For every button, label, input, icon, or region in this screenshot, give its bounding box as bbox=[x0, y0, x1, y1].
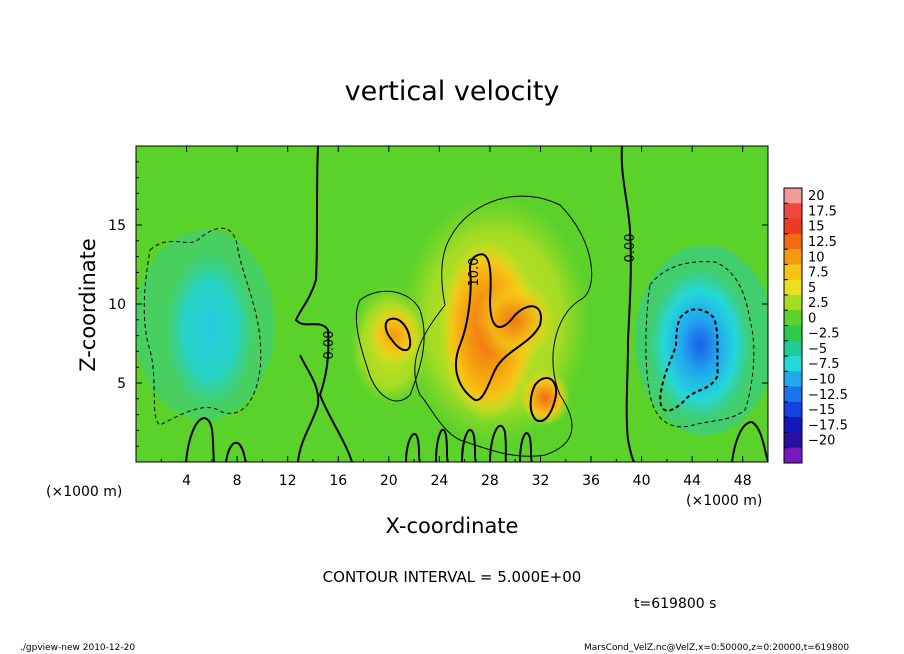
colorbar: 2017.51512.5107.552.50−2.5−5−7.5−10−12.5… bbox=[783, 187, 848, 464]
x-tick-label: 12 bbox=[279, 473, 297, 489]
left-downdraft-contour bbox=[143, 227, 262, 426]
colorbar-swatch bbox=[784, 356, 802, 372]
x-tick-label: 20 bbox=[380, 473, 398, 489]
contour-label-10: 10.0 bbox=[467, 258, 482, 287]
contour-interval-note: CONTOUR INTERVAL = 5.000E+00 bbox=[322, 568, 582, 586]
colorbar-label: 17.5 bbox=[808, 204, 837, 219]
colorbar-label: −2.5 bbox=[808, 327, 840, 342]
colorbar-swatch bbox=[784, 340, 802, 357]
colorbar-swatch bbox=[784, 218, 802, 235]
contour-labels: 10.0 0.00 0.00 bbox=[322, 234, 638, 360]
y-axis-label: Z-coordinate bbox=[76, 238, 100, 372]
y-tick-label: 5 bbox=[117, 376, 126, 392]
x-tick-label: 4 bbox=[182, 473, 191, 489]
colorbar-swatch bbox=[784, 188, 802, 204]
contour-lines bbox=[143, 146, 768, 462]
colorbar-label: −15 bbox=[808, 403, 835, 418]
time-note: t=619800 s bbox=[634, 596, 717, 612]
colorbar-label: −17.5 bbox=[808, 418, 848, 433]
right-downdraft-inner-contour bbox=[658, 308, 720, 412]
colorbar-swatch bbox=[784, 264, 802, 280]
left-updraft-10-contour bbox=[384, 317, 412, 352]
contour-label-zero-left: 0.00 bbox=[322, 331, 337, 360]
colorbar-label: 2.5 bbox=[808, 296, 829, 311]
colorbar-label: 12.5 bbox=[808, 235, 837, 250]
y-axis-ticks: 5 10 15 bbox=[108, 161, 768, 447]
footer-source: ./gpview-new 2010-12-20 bbox=[20, 643, 136, 653]
x-axis-unit-label: (×1000 m) bbox=[686, 493, 763, 509]
colorbar-label: 0 bbox=[808, 311, 816, 326]
colorbar-swatch bbox=[784, 233, 802, 250]
colorbar-label: −7.5 bbox=[808, 357, 840, 372]
x-axis-ticks: 4 8 12 16 20 24 28 32 36 40 44 48 bbox=[160, 146, 752, 489]
lower-updraft-fingers bbox=[405, 424, 533, 462]
x-tick-label: 28 bbox=[481, 473, 499, 489]
lower-right-contours bbox=[731, 420, 768, 462]
footer-file-info: MarsCond_VelZ.nc@VelZ,x=0:50000,z=0:2000… bbox=[584, 643, 850, 653]
colorbar-label: 20 bbox=[808, 189, 825, 204]
y-tick-label: 10 bbox=[108, 297, 126, 313]
colorbar-swatch bbox=[784, 203, 802, 219]
colorbar-label: −5 bbox=[808, 342, 827, 357]
colorbar-swatch bbox=[784, 401, 802, 418]
x-tick-label: 32 bbox=[532, 473, 550, 489]
colorbar-label: −12.5 bbox=[808, 388, 848, 403]
x-tick-label: 40 bbox=[633, 473, 651, 489]
colorbar-label: 10 bbox=[808, 250, 825, 265]
x-tick-label: 16 bbox=[329, 473, 347, 489]
colorbar-swatch bbox=[784, 386, 802, 403]
colorbar-swatch bbox=[784, 310, 802, 326]
chart-title: vertical velocity bbox=[344, 76, 560, 107]
x-tick-label: 44 bbox=[683, 473, 701, 489]
lower-left-contours bbox=[185, 416, 247, 462]
colorbar-label: 5 bbox=[808, 281, 816, 296]
main-updraft-10-contour bbox=[455, 253, 542, 402]
y-tick-label: 15 bbox=[108, 218, 126, 234]
colorbar-swatch bbox=[784, 371, 802, 387]
zero-contour-left-lower bbox=[297, 354, 320, 462]
colorbar-label: 7.5 bbox=[808, 266, 829, 281]
zero-contour-right bbox=[620, 146, 635, 462]
colorbar-swatch bbox=[784, 325, 802, 342]
updraft-5-contour bbox=[414, 195, 593, 457]
colorbar-swatch bbox=[784, 447, 802, 464]
x-tick-label: 24 bbox=[430, 473, 448, 489]
colorbar-label: −10 bbox=[808, 372, 835, 387]
zero-contour-left bbox=[294, 146, 353, 462]
y-axis-unit-label: (×1000 m) bbox=[46, 484, 123, 500]
secondary-updraft-10-contour bbox=[529, 376, 558, 423]
colorbar-swatch bbox=[784, 417, 802, 433]
colorbar-swatch bbox=[784, 432, 802, 449]
heatmap-field bbox=[136, 146, 768, 462]
x-tick-label: 48 bbox=[734, 473, 752, 489]
right-downdraft-contour bbox=[645, 261, 755, 428]
colorbar-swatch bbox=[784, 294, 802, 311]
colorbar-label: 15 bbox=[808, 220, 825, 235]
colorbar-swatch bbox=[784, 279, 802, 296]
contour-label-zero-right: 0.00 bbox=[623, 234, 638, 263]
left-updraft-core bbox=[367, 303, 423, 367]
left-updraft-5-contour bbox=[355, 290, 425, 402]
main-updraft-branch bbox=[475, 280, 555, 360]
left-downdraft-core bbox=[165, 250, 255, 410]
x-axis-label: X-coordinate bbox=[385, 514, 519, 538]
x-tick-label: 8 bbox=[233, 473, 242, 489]
x-tick-label: 36 bbox=[582, 473, 600, 489]
colorbar-swatch bbox=[784, 249, 802, 265]
right-downdraft-core bbox=[648, 267, 752, 423]
colorbar-label: −20 bbox=[808, 434, 835, 449]
